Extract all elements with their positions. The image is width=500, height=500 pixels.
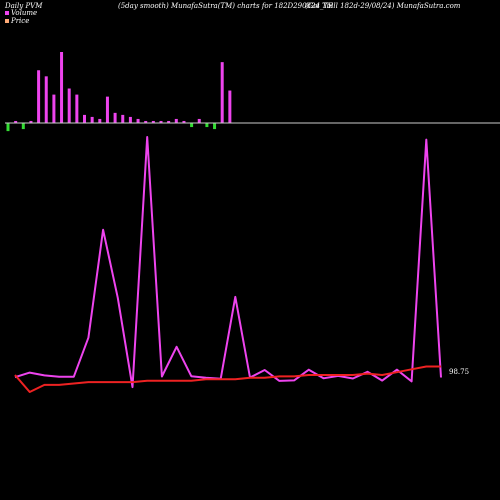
volume-bar [151,120,155,123]
volume-bar [21,123,25,130]
legend-label-price: Price [11,17,30,25]
volume-bar [190,123,194,128]
volume-bar [174,118,178,123]
volume-bar [105,96,109,123]
volume-bar [159,120,163,123]
volume-bars [6,52,232,132]
volume-bar [228,90,232,123]
legend-item-volume: Volume [5,9,37,17]
volume-bar [44,76,48,123]
volume-bar [75,94,79,123]
volume-bar [98,118,102,123]
legend-swatch-price [5,19,9,23]
volume-bar [136,118,140,123]
volume-bar [52,94,56,123]
volume-bar [37,70,41,123]
volume-bar [67,88,71,123]
chart-header-left: Daily PVM [5,2,43,10]
volume-bar [167,120,171,123]
volume-bar [29,120,33,123]
volume-bar [205,123,209,128]
volume-bar [60,52,64,123]
last-value-label: 98.75 [449,368,470,376]
volume-bar [90,116,94,123]
volume-bar [121,114,125,123]
legend-swatch-volume [5,11,9,15]
volume-bar [128,116,132,123]
volume-bar [144,120,148,123]
price-line [14,365,441,393]
pvm-line [14,136,442,389]
volume-bar [197,118,201,123]
chart-header-center: (5day smooth) MunafaSutra(TM) charts for… [118,2,334,10]
volume-bar [182,120,186,123]
volume-bar [83,114,86,123]
chart-header-right: (Goi Tbill 182d-29/08/24) MunafaSutra.co… [305,2,461,10]
volume-bar [113,112,117,123]
volume-bar [6,123,10,132]
volume-bar [220,62,224,123]
legend-item-price: Price [5,17,29,25]
volume-bar [14,120,18,123]
legend-label-volume: Volume [11,9,38,17]
volume-bar [213,123,217,130]
price-volume-lines [14,136,442,393]
